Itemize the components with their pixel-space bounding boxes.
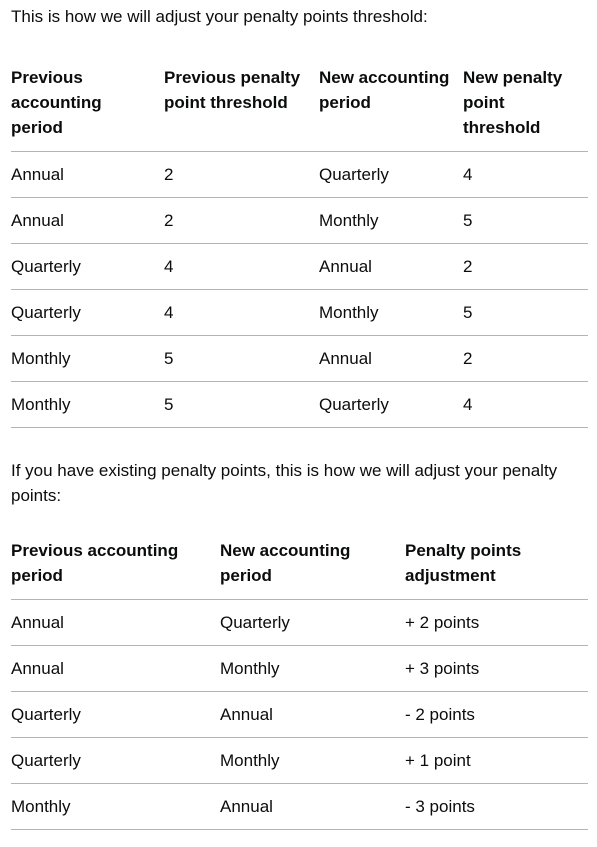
- threshold-header-new-period: New accounting period: [319, 65, 463, 152]
- table-row: Monthly 5 Annual 2: [11, 335, 588, 382]
- table-cell: Quarterly: [319, 381, 463, 428]
- points-header-previous-period: Previous accounting period: [11, 538, 220, 600]
- points-header-adjustment: Penalty points adjustment: [405, 538, 588, 600]
- table-cell: 4: [463, 381, 588, 428]
- table-row: Annual Quarterly + 2 points: [11, 599, 588, 646]
- table-cell: 4: [164, 289, 319, 336]
- table-cell: Quarterly: [11, 289, 164, 336]
- table-cell: Quarterly: [319, 151, 463, 198]
- table-cell: + 2 points: [405, 599, 588, 646]
- table-cell: Annual: [319, 243, 463, 290]
- table-cell: 5: [463, 289, 588, 336]
- table-cell: Monthly: [220, 737, 405, 784]
- table-cell: 4: [463, 151, 588, 198]
- table-cell: Monthly: [319, 289, 463, 336]
- table-cell: Annual: [11, 599, 220, 646]
- table-cell: 4: [164, 243, 319, 290]
- table-cell: Annual: [319, 335, 463, 382]
- points-adjustment-table: Previous accounting period New accountin…: [11, 538, 588, 830]
- threshold-table-header-row: Previous accounting period Previous pena…: [11, 65, 588, 152]
- table-cell: Monthly: [220, 645, 405, 692]
- table-cell: Annual: [11, 151, 164, 198]
- table-row: Monthly Annual - 3 points: [11, 783, 588, 830]
- points-header-new-period: New accounting period: [220, 538, 405, 600]
- table-cell: Annual: [11, 197, 164, 244]
- table-cell: - 3 points: [405, 783, 588, 830]
- table-row: Annual 2 Monthly 5: [11, 197, 588, 244]
- table-cell: 2: [164, 197, 319, 244]
- threshold-header-new-threshold: New penalty point threshold: [463, 65, 588, 152]
- table-cell: Annual: [220, 691, 405, 738]
- table-cell: 2: [463, 243, 588, 290]
- threshold-header-previous-period: Previous accounting period: [11, 65, 164, 152]
- table-cell: 2: [164, 151, 319, 198]
- points-intro-text: If you have existing penalty points, thi…: [11, 461, 558, 505]
- table-cell: Quarterly: [11, 691, 220, 738]
- table-cell: 2: [463, 335, 588, 382]
- table-cell: + 3 points: [405, 645, 588, 692]
- table-row: Monthly 5 Quarterly 4: [11, 381, 588, 428]
- table-cell: Quarterly: [220, 599, 405, 646]
- table-cell: Annual: [11, 645, 220, 692]
- table-cell: Monthly: [11, 783, 220, 830]
- page-content: This is how we will adjust your penalty …: [11, 7, 588, 830]
- table-cell: Monthly: [319, 197, 463, 244]
- table-row: Annual 2 Quarterly 4: [11, 151, 588, 198]
- table-cell: Quarterly: [11, 243, 164, 290]
- table-cell: Monthly: [11, 335, 164, 382]
- threshold-intro-text: This is how we will adjust your penalty …: [11, 7, 428, 26]
- table-cell: 5: [463, 197, 588, 244]
- table-cell: Annual: [220, 783, 405, 830]
- table-row: Quarterly Monthly + 1 point: [11, 737, 588, 784]
- table-cell: 5: [164, 381, 319, 428]
- table-cell: 5: [164, 335, 319, 382]
- threshold-header-previous-threshold: Previous penalty point threshold: [164, 65, 319, 152]
- table-cell: + 1 point: [405, 737, 588, 784]
- table-row: Annual Monthly + 3 points: [11, 645, 588, 692]
- table-row: Quarterly Annual - 2 points: [11, 691, 588, 738]
- table-cell: Monthly: [11, 381, 164, 428]
- points-table-header-row: Previous accounting period New accountin…: [11, 538, 588, 600]
- table-cell: - 2 points: [405, 691, 588, 738]
- table-row: Quarterly 4 Annual 2: [11, 243, 588, 290]
- table-cell: Quarterly: [11, 737, 220, 784]
- table-row: Quarterly 4 Monthly 5: [11, 289, 588, 336]
- threshold-table: Previous accounting period Previous pena…: [11, 65, 588, 428]
